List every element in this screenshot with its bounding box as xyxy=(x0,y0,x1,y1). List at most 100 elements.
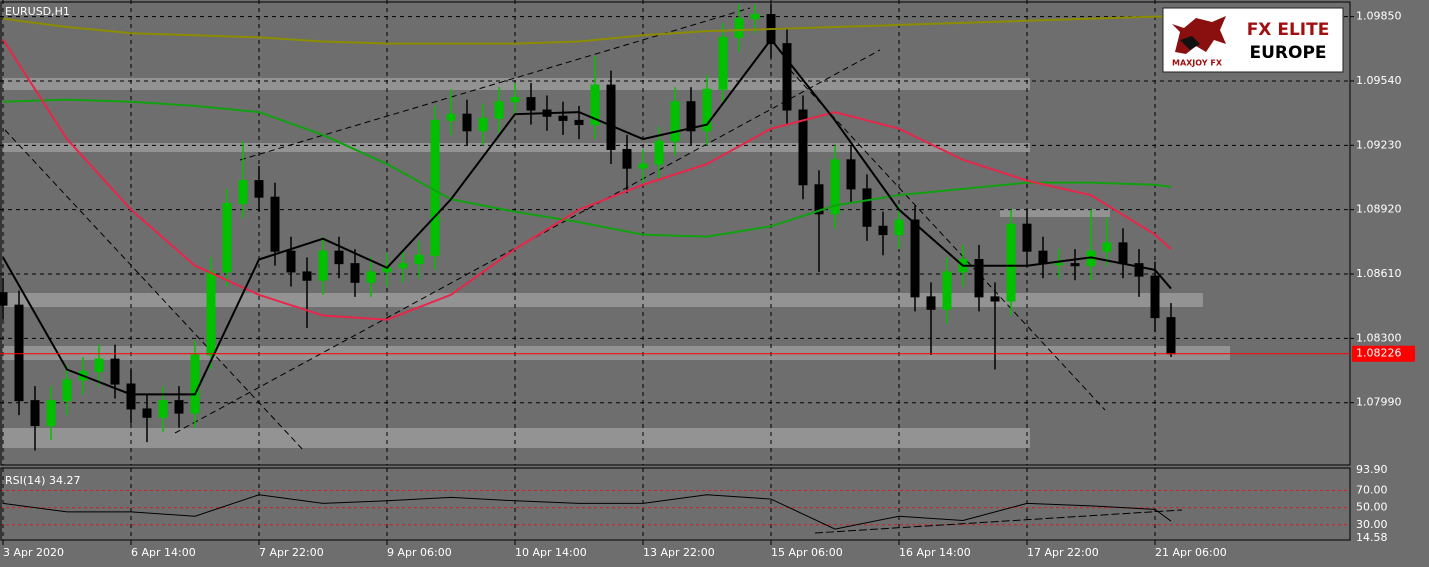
candle-body xyxy=(526,97,536,111)
moving-average xyxy=(2,37,1172,396)
last-price-label: 1.08226 xyxy=(1356,347,1402,360)
logo-title: FX ELITE xyxy=(1247,20,1330,40)
candle-body xyxy=(478,117,488,132)
candle-body xyxy=(926,296,936,310)
candle-body xyxy=(1134,263,1144,277)
candle-body xyxy=(510,97,520,103)
candle-body xyxy=(94,358,104,373)
y-tick-label: 1.09230 xyxy=(1356,138,1402,151)
plot xyxy=(0,4,1176,530)
moving-average xyxy=(2,98,1172,238)
candle-body xyxy=(910,219,920,298)
candle-body xyxy=(638,163,648,169)
zone xyxy=(1000,209,1110,217)
rsi-line xyxy=(2,494,1172,530)
candle-body xyxy=(158,400,168,418)
y-tick-label: 1.07990 xyxy=(1356,396,1402,409)
x-tick-label: 10 Apr 14:00 xyxy=(515,546,587,559)
logo-bull-shade xyxy=(1180,36,1200,50)
x-tick-label: 16 Apr 14:00 xyxy=(899,546,971,559)
candle-body xyxy=(1006,223,1016,302)
rsi-label: RSI(14) 34.27 xyxy=(5,474,80,487)
candle-body xyxy=(862,188,872,227)
candle-body xyxy=(782,43,792,111)
y-tick-label: 1.09540 xyxy=(1356,74,1402,87)
rsi-tick-label: 93.90 xyxy=(1356,463,1388,476)
candle-body xyxy=(1102,242,1112,252)
candle-body xyxy=(846,159,856,190)
rsi-tick-label: 30.00 xyxy=(1356,518,1388,531)
candle-body xyxy=(750,14,760,20)
candle-body xyxy=(462,113,472,132)
candle-body xyxy=(558,115,568,121)
candle-body xyxy=(942,271,952,310)
price-pane-frame xyxy=(0,1,1351,466)
candle-body xyxy=(734,18,744,38)
candle-body xyxy=(302,271,312,281)
candle-body xyxy=(286,250,296,273)
candle-body xyxy=(1118,242,1128,265)
candle-body xyxy=(830,159,840,215)
symbol-label: EURUSD,H1 xyxy=(5,5,70,18)
candle-body xyxy=(622,148,632,169)
candle-body xyxy=(814,184,824,215)
y-tick-label: 1.08920 xyxy=(1356,203,1402,216)
candle-body xyxy=(894,219,904,236)
candle-body xyxy=(270,196,280,252)
candle-body xyxy=(0,292,8,306)
candle-body xyxy=(14,304,24,402)
x-tick-label: 9 Apr 06:00 xyxy=(387,546,452,559)
x-tick-label: 7 Apr 22:00 xyxy=(259,546,324,559)
candle-body xyxy=(1070,263,1080,267)
candle-body xyxy=(254,180,264,198)
logo-brand: MAXJOY FX xyxy=(1172,59,1223,68)
candle-body xyxy=(126,383,136,410)
candle-body xyxy=(222,202,232,273)
rsi-trendline xyxy=(814,509,1183,534)
candle-body xyxy=(974,258,984,298)
candle-body xyxy=(574,119,584,126)
last-price-box xyxy=(1352,345,1415,362)
logo-box xyxy=(1162,7,1344,73)
candle-body xyxy=(718,36,728,90)
candle-body xyxy=(366,271,376,283)
rsi-tick-label: 70.00 xyxy=(1356,483,1388,496)
candle-body xyxy=(30,400,40,427)
candle-body xyxy=(190,354,200,414)
zone xyxy=(3,346,1230,360)
rsi-tick-label: 50.00 xyxy=(1356,501,1388,514)
candle-body xyxy=(350,263,360,283)
candle-body xyxy=(606,84,616,150)
x-tick-label: 13 Apr 22:00 xyxy=(643,546,715,559)
candle-body xyxy=(1038,250,1048,265)
candle-body xyxy=(590,84,600,126)
x-tick-label: 21 Apr 06:00 xyxy=(1155,546,1227,559)
candle-body xyxy=(990,296,1000,302)
x-tick-label: 17 Apr 22:00 xyxy=(1027,546,1099,559)
moving-average xyxy=(2,38,1172,321)
x-tick-label: 3 Apr 2020 xyxy=(3,546,64,559)
rsi-pane-frame xyxy=(0,467,1351,541)
candle-body xyxy=(174,400,184,414)
candle-body xyxy=(654,140,664,165)
y-tick-label: 1.09850 xyxy=(1356,10,1402,23)
logo-subtitle: EUROPE xyxy=(1249,43,1326,63)
candle-body xyxy=(1150,275,1160,319)
logo: FX ELITE EUROPE MAXJOY FX xyxy=(1162,7,1344,73)
x-tick-label: 15 Apr 06:00 xyxy=(771,546,843,559)
candle-body xyxy=(62,379,72,402)
trendline xyxy=(4,129,306,453)
candle-body xyxy=(878,225,888,236)
candle-body xyxy=(238,180,248,204)
zone xyxy=(3,293,1203,307)
zone xyxy=(3,143,1030,152)
candle-body xyxy=(686,101,696,132)
candle-body xyxy=(1054,263,1064,266)
candle-body xyxy=(206,271,216,356)
zone xyxy=(3,78,1030,90)
candle-body xyxy=(446,113,456,121)
rsi-tick-label: 14.58 xyxy=(1356,531,1388,544)
zones xyxy=(3,78,1230,448)
